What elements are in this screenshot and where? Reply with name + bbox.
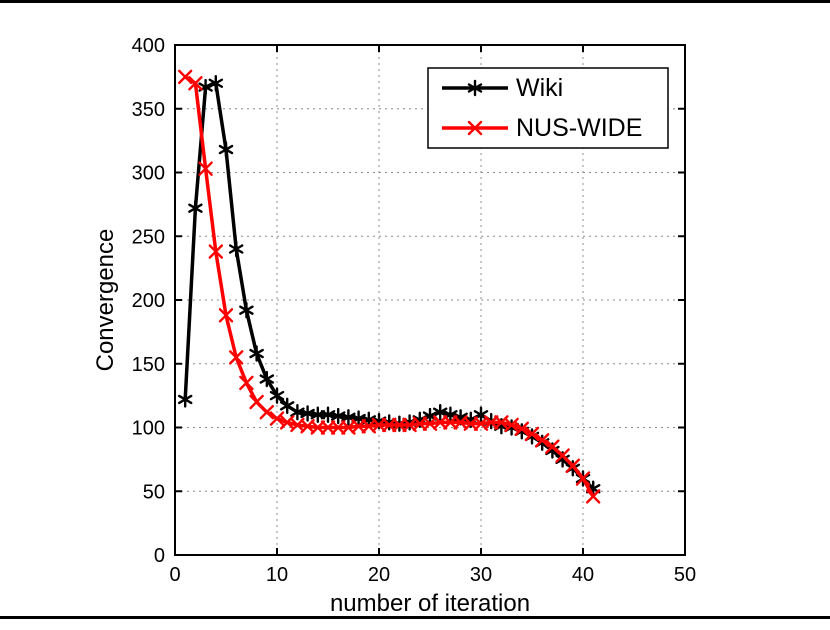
x-marker-icon: [341, 420, 356, 435]
y-tick-label: 400: [132, 35, 165, 57]
y-tick-label: 350: [132, 99, 165, 121]
x-marker-icon: [320, 420, 336, 435]
asterisk-marker-icon: [188, 203, 203, 213]
bottom-border-line: [0, 616, 830, 619]
asterisk-marker-icon: [259, 374, 275, 384]
asterisk-marker-icon: [218, 144, 234, 155]
asterisk-marker-icon: [208, 78, 224, 88]
x-marker-icon: [239, 375, 254, 391]
x-tick-label: 50: [674, 564, 696, 586]
asterisk-marker-icon: [320, 410, 336, 420]
y-tick-label: 50: [143, 481, 165, 503]
asterisk-marker-icon: [330, 411, 346, 421]
x-marker-icon: [382, 417, 397, 433]
x-marker-icon: [565, 458, 580, 473]
x-tick-label: 30: [470, 564, 492, 586]
legend-box: [427, 67, 669, 149]
y-tick-label: 100: [132, 418, 165, 440]
x-marker-icon: [249, 394, 264, 410]
x-marker-icon: [412, 416, 427, 431]
x-marker-icon: [535, 433, 550, 448]
asterisk-marker-icon: [249, 348, 264, 359]
legend-label-nus-wide: NUS-WIDE: [516, 114, 642, 142]
x-marker-icon: [422, 416, 438, 431]
asterisk-marker-icon: [545, 445, 560, 456]
asterisk-marker-icon: [300, 408, 315, 419]
asterisk-marker-icon: [239, 305, 254, 315]
top-border-line: [0, 0, 830, 3]
asterisk-marker-icon: [269, 390, 285, 401]
legend: Wiki NUS-WIDE: [427, 67, 669, 149]
x-marker-icon: [269, 411, 285, 426]
x-marker-icon: [586, 489, 601, 504]
asterisk-marker-icon: [177, 394, 193, 405]
x-marker-icon: [331, 420, 346, 435]
x-marker-icon: [198, 161, 213, 176]
legend-label-wiki: Wiki: [516, 74, 563, 102]
x-marker-icon: [555, 448, 570, 463]
x-tick-label: 0: [169, 564, 180, 586]
x-marker-icon: [361, 419, 376, 434]
x-marker-icon: [443, 415, 458, 430]
x-marker-icon: [259, 405, 274, 420]
asterisk-marker-icon: [228, 244, 244, 254]
y-axis-label: Convergence: [92, 229, 119, 372]
x-marker-icon: [208, 244, 224, 259]
x-marker-icon: [504, 417, 519, 433]
x-tick-label: 40: [572, 564, 594, 586]
x-marker-icon: [524, 426, 540, 442]
asterisk-marker-icon: [290, 407, 305, 417]
x-marker-icon: [228, 350, 244, 365]
x-marker-icon: [177, 69, 193, 85]
asterisk-marker-icon: [432, 407, 448, 417]
nus-wide-series-markers: [177, 69, 601, 504]
y-tick-label: 0: [154, 545, 165, 567]
x-marker-icon: [514, 421, 529, 436]
x-marker-icon: [371, 417, 387, 433]
x-marker-icon: [467, 120, 483, 136]
x-marker-icon: [218, 308, 234, 323]
y-tick-label: 300: [132, 163, 165, 185]
asterisk-marker-icon: [467, 83, 483, 93]
x-marker-icon: [188, 76, 203, 91]
x-marker-icon: [392, 417, 407, 433]
x-marker-icon: [545, 439, 560, 454]
x-marker-icon: [463, 416, 478, 431]
x-marker-icon: [473, 416, 489, 431]
x-marker-icon: [351, 419, 366, 434]
x-marker-icon: [310, 420, 325, 435]
asterisk-marker-icon: [198, 82, 213, 92]
x-marker-icon: [575, 471, 591, 486]
x-axis-label: number of iteration: [330, 590, 530, 617]
x-tick-label: 10: [266, 564, 288, 586]
x-tick-label: 20: [368, 564, 390, 586]
y-tick-label: 200: [132, 290, 165, 312]
x-marker-icon: [402, 417, 417, 433]
x-marker-icon: [433, 415, 448, 430]
y-tick-label: 150: [132, 354, 165, 376]
y-tick-label: 250: [132, 226, 165, 248]
x-marker-icon: [484, 415, 499, 430]
